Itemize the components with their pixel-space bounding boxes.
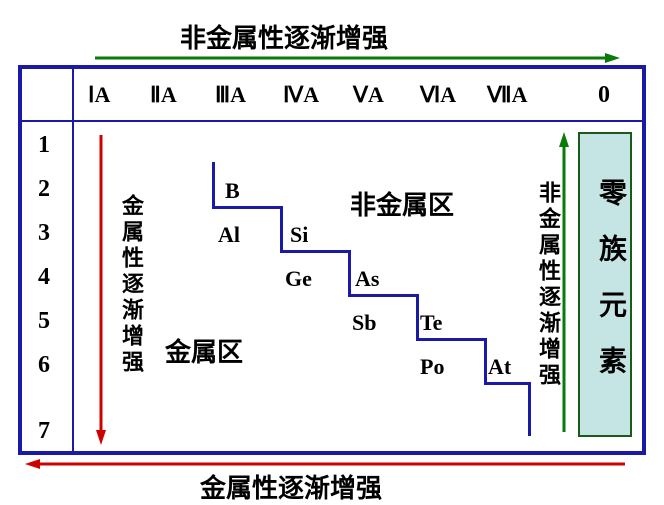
element-po: Po [420,354,444,380]
bottom-trend-label: 金属性逐渐增强 [200,468,382,505]
nonmetal-region-label: 非金属区 [350,185,454,222]
col-header-3a: ⅢA [215,82,246,108]
col-header-7a: ⅦA [487,82,528,108]
group0-label: 零族元素 [590,155,630,425]
top-arrow [95,52,620,55]
col-header-0: 0 [598,82,610,109]
element-sb: Sb [352,310,376,336]
row-header-2: 2 [38,176,50,203]
col-header-1a: ⅠA [88,82,110,108]
row-sep-line [72,69,74,451]
row-header-7: 7 [38,418,50,445]
element-b: B [225,178,240,204]
right-arrow [558,132,561,432]
metal-region-label: 金属区 [165,332,243,369]
left-trend-label: 金属性逐渐增强 [115,160,147,410]
element-as: As [355,266,379,292]
row-header-3: 3 [38,220,50,247]
element-at: At [488,354,511,380]
left-arrow [95,135,98,445]
header-bottom-line [22,120,642,122]
element-si: Si [290,222,308,248]
row-header-6: 6 [38,352,50,379]
col-header-4a: ⅣA [283,82,319,108]
col-header-2a: ⅡA [150,82,177,108]
bottom-arrow [25,458,625,461]
col-header-5a: ⅤA [353,82,384,108]
top-trend-label: 非金属性逐渐增强 [180,18,388,55]
element-te: Te [420,310,442,336]
row-header-4: 4 [38,264,50,291]
row-header-1: 1 [38,132,50,159]
element-ge: Ge [285,266,312,292]
element-al: Al [218,222,240,248]
row-header-5: 5 [38,308,50,335]
col-header-6a: ⅥA [420,82,456,108]
